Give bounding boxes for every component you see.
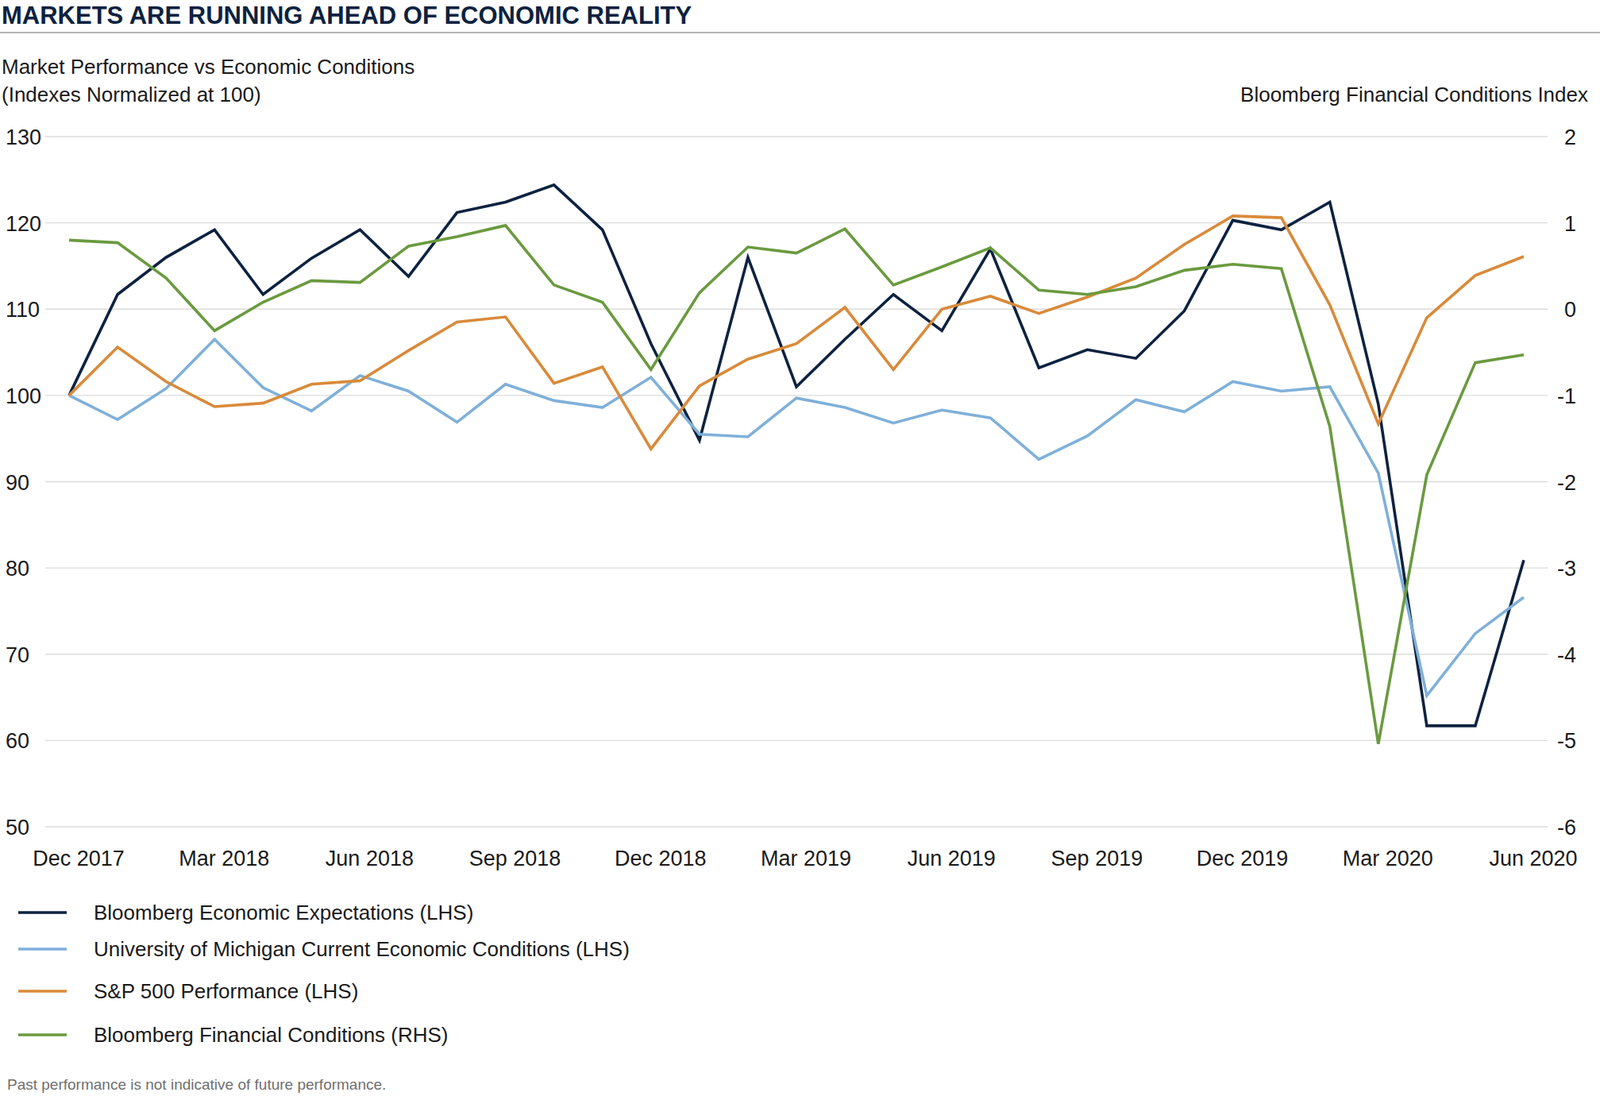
x-tick-label: Dec 2017 bbox=[32, 846, 125, 871]
footnote: Past performance is not indicative of fu… bbox=[7, 1075, 386, 1093]
y-label: (Indexes Normalized at 100) bbox=[1, 82, 262, 107]
y-tick-label: 110 bbox=[5, 297, 40, 322]
series-line bbox=[69, 215, 1524, 449]
y2-tick-label: -3 bbox=[1557, 556, 1577, 581]
grid-line bbox=[45, 740, 1548, 741]
series-line bbox=[69, 225, 1524, 745]
legend-label: University of Michigan Current Economic … bbox=[93, 936, 630, 961]
legend-label: Bloomberg Financial Conditions (RHS) bbox=[93, 1022, 449, 1047]
y2-tick-label: -4 bbox=[1557, 643, 1577, 667]
title: MARKETS ARE RUNNING AHEAD OF ECONOMIC RE… bbox=[1, 1, 692, 30]
chart: MARKETS ARE RUNNING AHEAD OF ECONOMIC RE… bbox=[0, 0, 1600, 1096]
title-rule bbox=[0, 31, 1600, 34]
x-tick-label: Jun 2020 bbox=[1488, 846, 1577, 871]
y2-tick-label: -5 bbox=[1557, 728, 1577, 753]
x-tick-label: Dec 2018 bbox=[614, 846, 707, 871]
legend-label: Bloomberg Economic Expectations (LHS) bbox=[93, 900, 474, 925]
y2-tick-label: -1 bbox=[1557, 384, 1577, 409]
x-tick-label: Jun 2018 bbox=[325, 846, 414, 871]
grid-line bbox=[45, 825, 1548, 827]
x-tick-label: Sep 2018 bbox=[469, 846, 562, 871]
y2-tick-label: -2 bbox=[1557, 470, 1577, 495]
grid-line bbox=[45, 222, 1548, 224]
x-tick-label: Mar 2020 bbox=[1342, 846, 1434, 871]
legend-swatch bbox=[18, 989, 67, 993]
y-tick-label: 60 bbox=[5, 728, 30, 753]
y-tick-label: 90 bbox=[5, 470, 30, 495]
legend-swatch bbox=[18, 947, 67, 951]
y2-tick-label: 1 bbox=[1564, 212, 1577, 236]
x-tick-label: Jun 2019 bbox=[907, 846, 996, 871]
series-line bbox=[69, 185, 1524, 726]
plot-area bbox=[69, 185, 1524, 745]
y-tick-label: 120 bbox=[5, 212, 42, 236]
y2-tick-label: 2 bbox=[1564, 125, 1577, 150]
y-tick-label: 50 bbox=[5, 815, 30, 840]
y-tick-label: 80 bbox=[5, 556, 30, 581]
x-tick-label: Sep 2019 bbox=[1051, 846, 1144, 871]
y2-tick-label: 0 bbox=[1564, 297, 1577, 322]
x-tick-label: Dec 2019 bbox=[1196, 846, 1289, 871]
legend-swatch bbox=[18, 910, 67, 914]
grid-line bbox=[45, 566, 1548, 568]
legend-swatch bbox=[18, 1033, 67, 1037]
y2-label: Bloomberg Financial Conditions Index bbox=[1240, 82, 1589, 107]
y2-tick-label: -6 bbox=[1557, 815, 1577, 840]
grid-line bbox=[45, 394, 1548, 396]
grid-line bbox=[45, 481, 1548, 482]
legend-label: S&P 500 Performance (LHS) bbox=[93, 979, 359, 1003]
subtitle: Market Performance vs Economic Condition… bbox=[1, 54, 415, 79]
grid-line bbox=[45, 653, 1548, 655]
y-tick-label: 70 bbox=[5, 643, 30, 667]
grid-line bbox=[45, 135, 1548, 137]
grid-line bbox=[45, 308, 1548, 310]
y-tick-label: 100 bbox=[5, 384, 42, 409]
y-tick-label: 130 bbox=[5, 125, 42, 150]
x-tick-label: Mar 2018 bbox=[178, 846, 270, 871]
x-tick-label: Mar 2019 bbox=[760, 846, 852, 871]
